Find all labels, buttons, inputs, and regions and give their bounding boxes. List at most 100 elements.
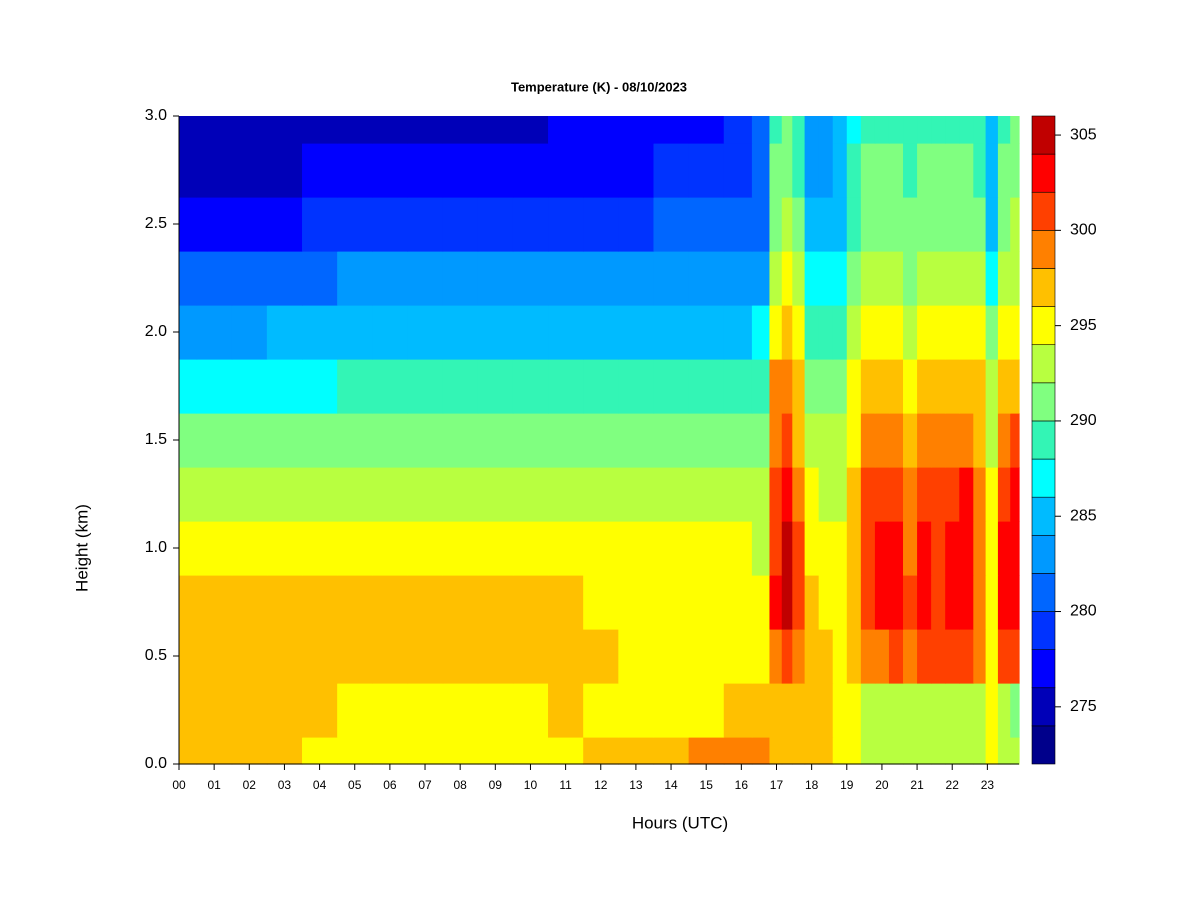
heat-cell: [874, 305, 890, 360]
heat-cell: [723, 197, 753, 252]
heat-cell: [266, 197, 303, 252]
heat-cell: [337, 683, 373, 738]
heat-cell: [653, 629, 690, 684]
heat-cell: [407, 251, 444, 306]
heat-cell: [769, 143, 783, 198]
y-tick-label: 3.0: [145, 107, 167, 124]
heat-cell: [959, 575, 974, 630]
heat-cell: [231, 305, 268, 360]
heat-cell: [618, 116, 655, 144]
heat-cell: [818, 737, 834, 765]
heat-cell: [442, 629, 479, 684]
heat-cell: [860, 575, 876, 630]
heat-cell: [804, 683, 820, 738]
heat-cell: [846, 143, 862, 198]
heat-cell: [751, 251, 771, 306]
heat-cell: [442, 683, 479, 738]
heat-cell: [1010, 467, 1020, 522]
heat-cell: [860, 467, 876, 522]
heat-cell: [512, 737, 549, 765]
heat-cell: [903, 737, 918, 765]
y-tick-label: 2.5: [145, 215, 167, 232]
heat-cell: [792, 737, 806, 765]
heat-cell: [959, 251, 974, 306]
heat-cell: [179, 521, 198, 576]
heat-cell: [723, 683, 753, 738]
heat-cell: [917, 116, 932, 144]
heat-cell: [917, 197, 932, 252]
heat-cell: [337, 575, 373, 630]
heat-cell: [888, 629, 904, 684]
heat-cell: [196, 143, 233, 198]
heat-cell: [302, 116, 338, 144]
y-tick-label: 1.0: [145, 539, 167, 556]
heat-cell: [781, 737, 793, 765]
heat-cell: [442, 305, 479, 360]
heat-cell: [931, 467, 946, 522]
heat-cell: [512, 305, 549, 360]
heatmap-cells: [179, 116, 1020, 765]
heat-cell: [818, 116, 834, 144]
heat-cell: [231, 575, 268, 630]
heat-cell: [874, 197, 890, 252]
heat-cell: [1010, 116, 1020, 144]
heat-cell: [818, 197, 834, 252]
heat-cell: [1010, 521, 1020, 576]
heat-cell: [231, 251, 268, 306]
heat-cell: [231, 683, 268, 738]
heat-cell: [917, 359, 932, 414]
heat-cell: [792, 629, 806, 684]
heat-cell: [985, 251, 999, 306]
heat-cell: [985, 116, 999, 144]
heat-cell: [179, 629, 198, 684]
heat-cell: [1010, 575, 1020, 630]
x-tick-label: 20: [875, 778, 889, 792]
heat-cell: [751, 575, 771, 630]
heat-cell: [477, 251, 514, 306]
heat-cell: [804, 737, 820, 765]
heat-cell: [512, 251, 549, 306]
heat-cell: [973, 197, 987, 252]
colorbar-tick-label: 275: [1070, 698, 1097, 715]
heat-cell: [723, 305, 753, 360]
heat-cell: [860, 737, 876, 765]
heat-cell: [931, 575, 946, 630]
heat-cell: [618, 143, 655, 198]
heat-cell: [477, 683, 514, 738]
colorbar-band: [1031, 725, 1056, 765]
heat-cell: [688, 305, 725, 360]
heat-cell: [407, 143, 444, 198]
heat-cell: [917, 683, 932, 738]
heat-cell: [860, 359, 876, 414]
heat-cell: [804, 143, 820, 198]
heat-cell: [888, 197, 904, 252]
heat-cell: [781, 197, 793, 252]
heat-cell: [1010, 251, 1020, 306]
heat-cell: [266, 116, 303, 144]
heat-cell: [231, 467, 268, 522]
heat-cell: [1010, 359, 1020, 414]
heat-cell: [231, 629, 268, 684]
heat-cell: [372, 683, 409, 738]
heat-cell: [618, 629, 655, 684]
heat-cell: [512, 359, 549, 414]
heat-cell: [959, 359, 974, 414]
heat-cell: [846, 737, 862, 765]
heat-cell: [302, 197, 338, 252]
heat-cell: [959, 305, 974, 360]
heat-cell: [832, 251, 848, 306]
heat-cell: [231, 521, 268, 576]
heat-cell: [337, 305, 373, 360]
heat-cell: [804, 575, 820, 630]
heat-cell: [931, 359, 946, 414]
heat-cell: [1010, 143, 1020, 198]
heat-cell: [653, 737, 690, 765]
heat-cell: [751, 683, 771, 738]
heat-cell: [832, 467, 848, 522]
heat-cell: [407, 575, 444, 630]
heat-cell: [832, 521, 848, 576]
heat-cell: [997, 521, 1011, 576]
heat-cell: [442, 521, 479, 576]
heat-cell: [548, 413, 584, 468]
heat-cell: [973, 116, 987, 144]
